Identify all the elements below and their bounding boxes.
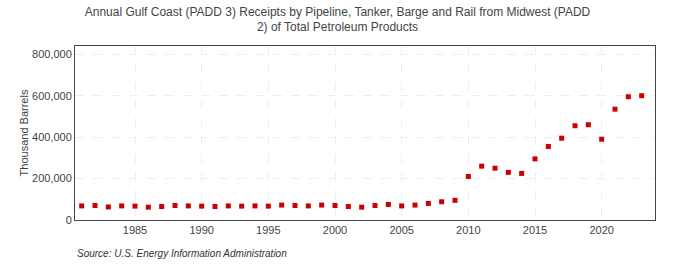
svg-text:0: 0	[66, 214, 72, 226]
svg-text:2020: 2020	[589, 224, 613, 236]
svg-text:400,000: 400,000	[32, 131, 72, 143]
svg-text:Source: U.S. Energy Informatio: Source: U.S. Energy Information Administ…	[77, 248, 287, 259]
svg-text:2015: 2015	[523, 224, 547, 236]
svg-text:1995: 1995	[256, 224, 280, 236]
svg-text:2010: 2010	[456, 224, 480, 236]
svg-text:800,000: 800,000	[32, 48, 72, 60]
svg-text:Thousand Barrels: Thousand Barrels	[18, 89, 30, 176]
svg-text:2005: 2005	[389, 224, 413, 236]
svg-text:200,000: 200,000	[32, 172, 72, 184]
svg-text:2000: 2000	[323, 224, 347, 236]
svg-text:600,000: 600,000	[32, 90, 72, 102]
svg-text:Annual Gulf Coast (PADD 3) Rec: Annual Gulf Coast (PADD 3) Receipts by P…	[85, 5, 591, 35]
svg-text:1990: 1990	[189, 224, 213, 236]
svg-text:1985: 1985	[123, 224, 147, 236]
